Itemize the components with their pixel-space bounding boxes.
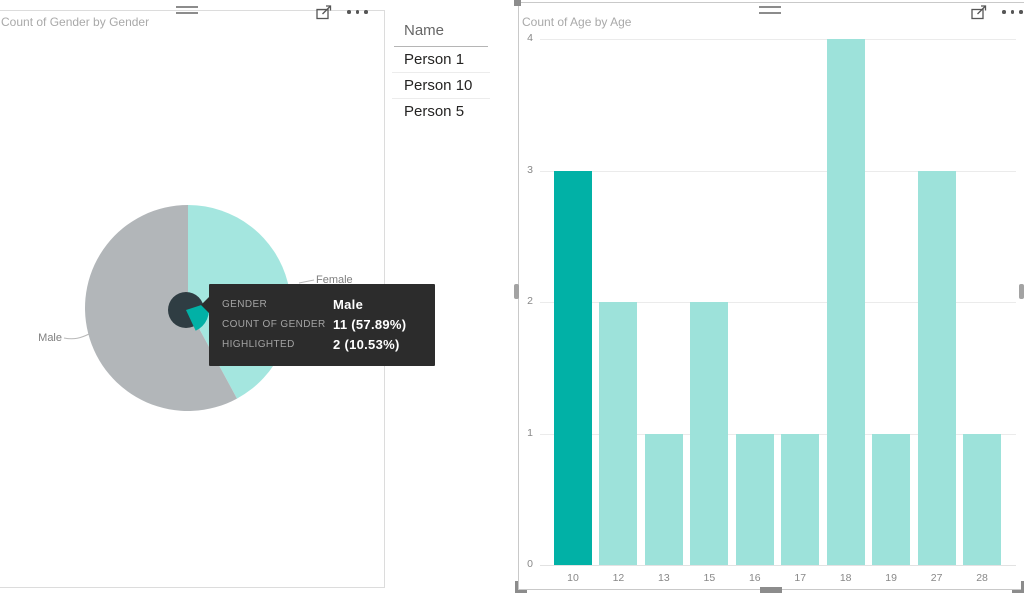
table-column-header[interactable]: Name: [404, 22, 445, 39]
x-axis-tick-label: 12: [612, 572, 625, 584]
x-axis-tick-label: 18: [839, 572, 852, 584]
y-axis-tick-label: 0: [527, 558, 533, 570]
resize-handle-bottom[interactable]: [760, 587, 782, 593]
gridline-y-3: [540, 170, 1016, 172]
x-axis-tick-label: 19: [885, 572, 897, 584]
tooltip-label: GENDER: [222, 298, 268, 310]
bar-age-17[interactable]: [781, 433, 820, 565]
more-options-icon[interactable]: [1002, 4, 1023, 20]
gridline-y-0: [540, 565, 1016, 566]
tooltip-row: HIGHLIGHTED 2 (10.53%): [222, 334, 435, 354]
y-axis-tick-label: 1: [527, 426, 533, 439]
tooltip-label: HIGHLIGHTED: [222, 338, 295, 350]
bar-chart-visual[interactable]: Count of Age by Age 0 1 2 3 4 10 12 13 15 16 17 18 1…: [518, 0, 1024, 594]
x-axis-tick-label: 17: [794, 572, 807, 584]
resize-handle-bottom-right[interactable]: [1012, 581, 1024, 593]
resize-handle-top-left[interactable]: [514, 0, 521, 6]
bar-age-18[interactable]: [826, 39, 865, 565]
gridline-y-2: [540, 302, 1016, 303]
resize-handle-right[interactable]: [1019, 284, 1024, 299]
tooltip: GENDER Male COUNT OF GENDER 11 (57.89%) HIGH…: [201, 284, 435, 366]
table-row[interactable]: Person 10: [392, 73, 490, 99]
bar-age-16[interactable]: [735, 433, 774, 565]
y-axis-tick-label: 3: [527, 163, 533, 176]
more-options-icon[interactable]: [347, 4, 368, 20]
table-header-underline: [394, 46, 488, 47]
pie-label-female: Female: [316, 274, 353, 286]
pie-slice-male[interactable]: [85, 205, 237, 411]
table-visual[interactable]: Name Person 1 Person 10 Person 5: [392, 20, 490, 140]
resize-handle-left[interactable]: [514, 284, 519, 299]
x-axis-tick-label: 13: [658, 572, 670, 584]
bar-age-10[interactable]: [554, 170, 592, 565]
tooltip-row: GENDER Male: [222, 294, 435, 314]
tooltip-arrow: [201, 296, 210, 314]
pie-visual-title: Count of Gender by Gender: [1, 15, 150, 29]
gridline-y-1: [540, 433, 1016, 435]
drag-handle-icon[interactable]: [176, 6, 198, 14]
gridline-y-4: [540, 39, 1016, 40]
male-leader-line: [63, 333, 90, 340]
resize-handle-bottom-left[interactable]: [515, 581, 527, 593]
pie-label-male: Male: [38, 332, 62, 344]
bar-visual-title: Count of Age by Age: [522, 15, 632, 29]
bar-age-27[interactable]: [917, 170, 956, 565]
table-body: Person 1 Person 10 Person 5: [392, 47, 490, 125]
tooltip-label: COUNT OF GENDER: [222, 318, 326, 330]
tooltip-value: Male: [333, 296, 364, 312]
y-axis-tick-label: 4: [527, 32, 533, 44]
focus-mode-icon[interactable]: [316, 4, 333, 20]
bar-age-12[interactable]: [599, 302, 638, 565]
x-axis-tick-label: 10: [567, 572, 579, 584]
table-row[interactable]: Person 1: [392, 47, 490, 73]
table-row[interactable]: Person 5: [404, 103, 465, 120]
x-axis-tick-label: 28: [976, 572, 988, 584]
x-axis-tick-label: 27: [930, 572, 943, 584]
bar-age-13[interactable]: [644, 433, 683, 565]
bar-age-15[interactable]: [690, 302, 729, 565]
bar-age-28[interactable]: [963, 433, 1002, 565]
x-axis-tick-label: 16: [748, 572, 761, 584]
x-axis-tick-label: 15: [703, 572, 716, 584]
pie-chart-visual[interactable]: Count of Gender by Gender Male Female GE…: [0, 0, 435, 594]
focus-mode-icon[interactable]: [971, 4, 988, 20]
bar-age-19[interactable]: [872, 433, 911, 565]
tooltip-value: 11 (57.89%): [333, 316, 407, 332]
tooltip-row: COUNT OF GENDER 11 (57.89%): [222, 314, 435, 334]
drag-handle-icon[interactable]: [759, 6, 781, 14]
female-leader-line: [298, 279, 315, 284]
y-axis-tick-label: 2: [527, 295, 533, 307]
tooltip-value: 2 (10.53%): [333, 336, 400, 352]
bar-chart: 0 1 2 3 4 10 12 13 15 16 17 18 19 27 28: [518, 0, 1024, 594]
